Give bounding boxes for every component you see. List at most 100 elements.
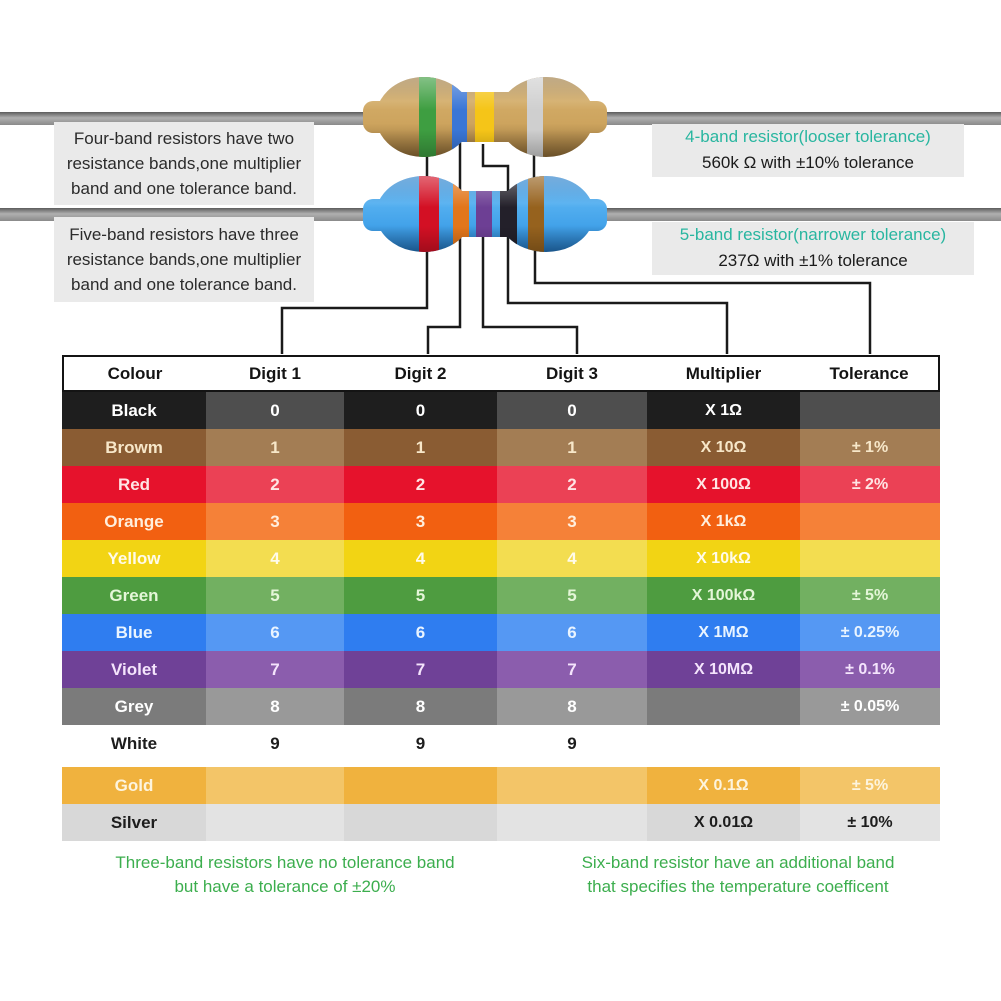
value-cell: X 10Ω <box>647 429 800 466</box>
four-band-note: Four-band resistors have two resistance … <box>54 122 314 205</box>
table-row: Violet 7 7 7 X 10MΩ ± 0.1% <box>62 651 940 688</box>
table-body: Black 0 0 0 X 1Ω Browm 1 1 1 X 10Ω ± 1% Red 2 2 2 X 100… <box>62 392 940 841</box>
value-cell: 2 <box>344 466 497 503</box>
value-cell: 2 <box>206 466 344 503</box>
table-row: Blue 6 6 6 X 1MΩ ± 0.25% <box>62 614 940 651</box>
value-cell: X 100kΩ <box>647 577 800 614</box>
value-cell: 7 <box>206 651 344 688</box>
value-cell: 9 <box>206 725 344 762</box>
color-name-cell: Orange <box>62 503 206 540</box>
value-cell: 9 <box>497 725 647 762</box>
value-cell: 1 <box>344 429 497 466</box>
value-cell <box>206 804 344 841</box>
value-cell <box>647 725 800 762</box>
line-orange-to-digit2 <box>426 234 462 354</box>
table-row: Black 0 0 0 X 1Ω <box>62 392 940 429</box>
line-brown-to-tolerance <box>533 244 872 354</box>
value-cell: 8 <box>206 688 344 725</box>
four-band-caption-title: 4-band resistor(looser tolerance) <box>685 127 931 146</box>
value-cell: 3 <box>497 503 647 540</box>
header-cell: Digit 3 <box>546 363 598 383</box>
value-cell: ± 1% <box>800 429 940 466</box>
line-violet-to-digit3 <box>481 234 579 354</box>
table-row: Silver X 0.01Ω ± 10% <box>62 804 940 841</box>
line-black-to-multiplier <box>506 234 729 354</box>
three-band-footnote: Three-band resistors have no tolerance b… <box>115 853 455 896</box>
value-cell <box>206 767 344 804</box>
color-name-cell: Browm <box>62 429 206 466</box>
five-band-note: Five-band resistors have three resistanc… <box>54 217 314 302</box>
color-code-table: Colour Digit 1 Digit 2 Digit 3 Multiplier Tol… <box>62 355 940 841</box>
value-cell: 5 <box>497 577 647 614</box>
value-cell: 8 <box>344 688 497 725</box>
header-cell: Tolerance <box>829 363 909 383</box>
value-cell <box>800 725 940 762</box>
color-name-cell: Blue <box>62 614 206 651</box>
header-cell: Digit 2 <box>394 363 447 383</box>
value-cell: ± 0.05% <box>800 688 940 725</box>
five-band-caption-value: 237Ω with ±1% tolerance <box>718 251 908 270</box>
value-cell: 7 <box>497 651 647 688</box>
value-cell: 5 <box>344 577 497 614</box>
color-name-cell: Yellow <box>62 540 206 577</box>
value-cell <box>497 767 647 804</box>
table-row: Red 2 2 2 X 100Ω ± 2% <box>62 466 940 503</box>
value-cell <box>800 392 940 429</box>
six-band-footnote: Six-band resistor have an additional ban… <box>581 853 895 896</box>
table-row: Gold X 0.1Ω ± 5% <box>62 767 940 804</box>
color-name-cell: Silver <box>62 804 206 841</box>
value-cell: 3 <box>206 503 344 540</box>
value-cell: X 10MΩ <box>647 651 800 688</box>
value-cell <box>497 804 647 841</box>
value-cell: ± 5% <box>800 577 940 614</box>
value-cell: 6 <box>206 614 344 651</box>
value-cell <box>647 688 800 725</box>
table-header-row: Colour Digit 1 Digit 2 Digit 3 Multiplier Tol… <box>62 355 940 392</box>
table-row: Orange 3 3 3 X 1kΩ <box>62 503 940 540</box>
value-cell: ± 10% <box>800 804 940 841</box>
five-band-caption-title: 5-band resistor(narrower tolerance) <box>679 225 947 244</box>
value-cell: X 1MΩ <box>647 614 800 651</box>
value-cell: 8 <box>497 688 647 725</box>
connector-lines <box>280 142 872 354</box>
value-cell: 6 <box>344 614 497 651</box>
value-cell: 0 <box>344 392 497 429</box>
color-name-cell: White <box>62 725 206 762</box>
value-cell: 0 <box>497 392 647 429</box>
value-cell: X 1Ω <box>647 392 800 429</box>
five-band-caption: 5-band resistor(narrower tolerance) 237Ω… <box>652 222 974 275</box>
value-cell: 4 <box>344 540 497 577</box>
value-cell: 6 <box>497 614 647 651</box>
value-cell <box>344 804 497 841</box>
line-red-to-digit1 <box>280 244 429 354</box>
value-cell: 3 <box>344 503 497 540</box>
value-cell: 1 <box>206 429 344 466</box>
value-cell: ± 0.25% <box>800 614 940 651</box>
value-cell: ± 5% <box>800 767 940 804</box>
value-cell <box>800 540 940 577</box>
value-cell: X 10kΩ <box>647 540 800 577</box>
table-row: Grey 8 8 8 ± 0.05% <box>62 688 940 725</box>
value-cell <box>344 767 497 804</box>
color-name-cell: Black <box>62 392 206 429</box>
value-cell: 7 <box>344 651 497 688</box>
color-name-cell: Grey <box>62 688 206 725</box>
color-name-cell: Green <box>62 577 206 614</box>
four-band-resistor <box>363 77 607 157</box>
value-cell: 1 <box>497 429 647 466</box>
table-row: Yellow 4 4 4 X 10kΩ <box>62 540 940 577</box>
color-name-cell: Red <box>62 466 206 503</box>
table-row: White 9 9 9 <box>62 725 940 762</box>
header-cell: Colour <box>107 363 163 383</box>
value-cell: 4 <box>497 540 647 577</box>
value-cell: 0 <box>206 392 344 429</box>
line-yellow-to-multiplier <box>481 144 510 192</box>
header-cell: Multiplier <box>685 363 762 383</box>
table-row: Browm 1 1 1 X 10Ω ± 1% <box>62 429 940 466</box>
five-band-resistor <box>363 176 607 252</box>
table-row: Green 5 5 5 X 100kΩ ± 5% <box>62 577 940 614</box>
value-cell: X 100Ω <box>647 466 800 503</box>
value-cell: X 1kΩ <box>647 503 800 540</box>
